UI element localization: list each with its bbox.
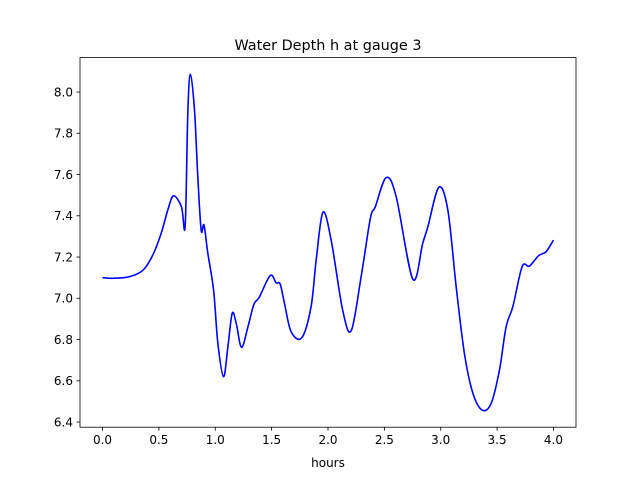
x-tick-label: 1.5	[262, 433, 281, 447]
x-tick-label: 3.5	[488, 433, 507, 447]
y-tick-label: 7.2	[54, 250, 73, 264]
y-tick-label: 7.4	[54, 209, 73, 223]
y-tick-label: 6.8	[54, 333, 73, 347]
x-tick-label: 0.5	[149, 433, 168, 447]
y-tick-label: 7.8	[54, 127, 73, 141]
y-tick-label: 6.4	[54, 415, 73, 429]
x-tick-label: 0.0	[93, 433, 112, 447]
x-tick-label: 2.0	[318, 433, 337, 447]
x-tick-label: 4.0	[544, 433, 563, 447]
chart-title: Water Depth h at gauge 3	[234, 38, 421, 54]
y-tick-label: 7.0	[54, 292, 73, 306]
x-tick-label: 3.0	[431, 433, 450, 447]
plot-area: 0.0 0.5 1.0 1.5 2.0 2.5 3.0 3.5 4.0 6.4 6.6 6.8 7.0 7…	[54, 57, 577, 447]
x-tick-label: 1.0	[206, 433, 225, 447]
series-line-h	[102, 73, 555, 412]
y-tick-label: 6.6	[54, 374, 73, 388]
x-tick-label: 2.5	[375, 433, 394, 447]
y-tick-label: 8.0	[54, 85, 73, 99]
y-tick-label: 7.6	[54, 168, 73, 182]
x-axis-label: hours	[311, 456, 345, 470]
